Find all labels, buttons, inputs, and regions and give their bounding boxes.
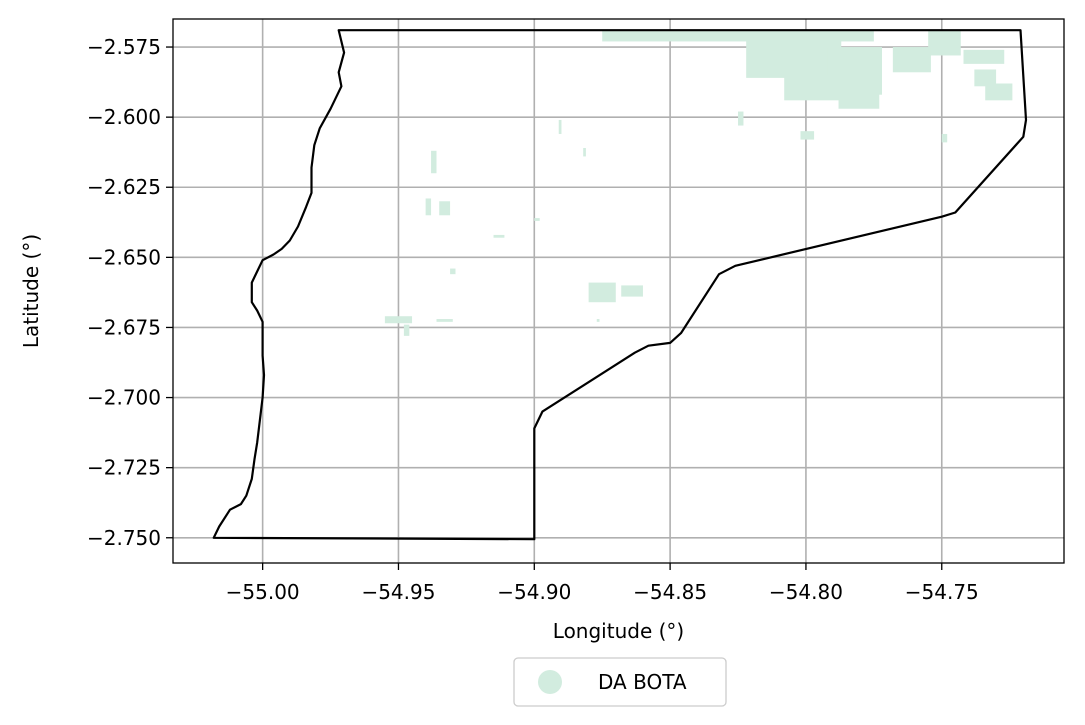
land-cover-patches — [384, 30, 1013, 336]
land-cover-patch — [588, 282, 616, 303]
plot-frame — [172, 18, 1065, 564]
x-tick-label: −54.85 — [633, 580, 707, 604]
land-cover-patch — [985, 83, 1013, 101]
y-tick-label: −2.650 — [87, 245, 161, 269]
land-cover-patch — [450, 268, 456, 275]
land-cover-patch — [838, 91, 880, 109]
y-tick-label: −2.600 — [87, 105, 161, 129]
land-cover-patch — [800, 131, 815, 140]
legend-marker-da-bota — [538, 670, 562, 694]
land-cover-patch — [425, 198, 432, 216]
land-cover-patch — [436, 319, 453, 322]
axis-ticks: −55.00 −54.95 −54.90 −54.85 −54.80 −54.75 −2.5… — [87, 35, 979, 604]
land-cover-patch — [941, 133, 948, 143]
land-cover-patch — [439, 201, 451, 216]
y-tick-label: −2.575 — [87, 35, 161, 59]
land-cover-patch — [596, 319, 600, 322]
y-tick-label: −2.725 — [87, 456, 161, 480]
land-cover-patch — [558, 119, 562, 134]
legend: DA BOTA — [513, 657, 727, 707]
land-cover-patch — [963, 49, 1005, 64]
y-axis-title: Latitude (°) — [19, 234, 43, 348]
municipality-boundary — [212, 29, 1028, 541]
land-cover-patch — [621, 285, 643, 297]
x-tick-label: −54.75 — [905, 580, 979, 604]
land-cover-patch — [384, 316, 413, 324]
land-cover-patch — [773, 49, 812, 76]
land-cover-patch — [928, 30, 961, 56]
legend-label-da-bota: DA BOTA — [598, 670, 687, 694]
x-axis-title: Longitude (°) — [553, 619, 684, 643]
y-tick-label: −2.750 — [87, 526, 161, 550]
land-cover-patch — [534, 218, 540, 221]
land-cover-patch — [738, 111, 744, 126]
land-cover-patch — [403, 324, 410, 336]
y-tick-label: −2.675 — [87, 315, 161, 339]
land-cover-patch — [431, 150, 437, 174]
land-cover-patch — [892, 47, 931, 73]
land-cover-patch — [583, 147, 586, 157]
land-cover-patch — [974, 69, 997, 87]
land-cover-patch — [602, 30, 874, 42]
x-tick-label: −54.80 — [769, 580, 843, 604]
legend-box — [513, 657, 727, 707]
y-tick-label: −2.700 — [87, 386, 161, 410]
y-tick-label: −2.625 — [87, 175, 161, 199]
grid-lines — [173, 19, 1064, 563]
x-tick-label: −54.95 — [361, 580, 435, 604]
land-cover-patch — [493, 234, 505, 238]
x-tick-label: −55.00 — [226, 580, 300, 604]
x-tick-label: −54.90 — [497, 580, 571, 604]
